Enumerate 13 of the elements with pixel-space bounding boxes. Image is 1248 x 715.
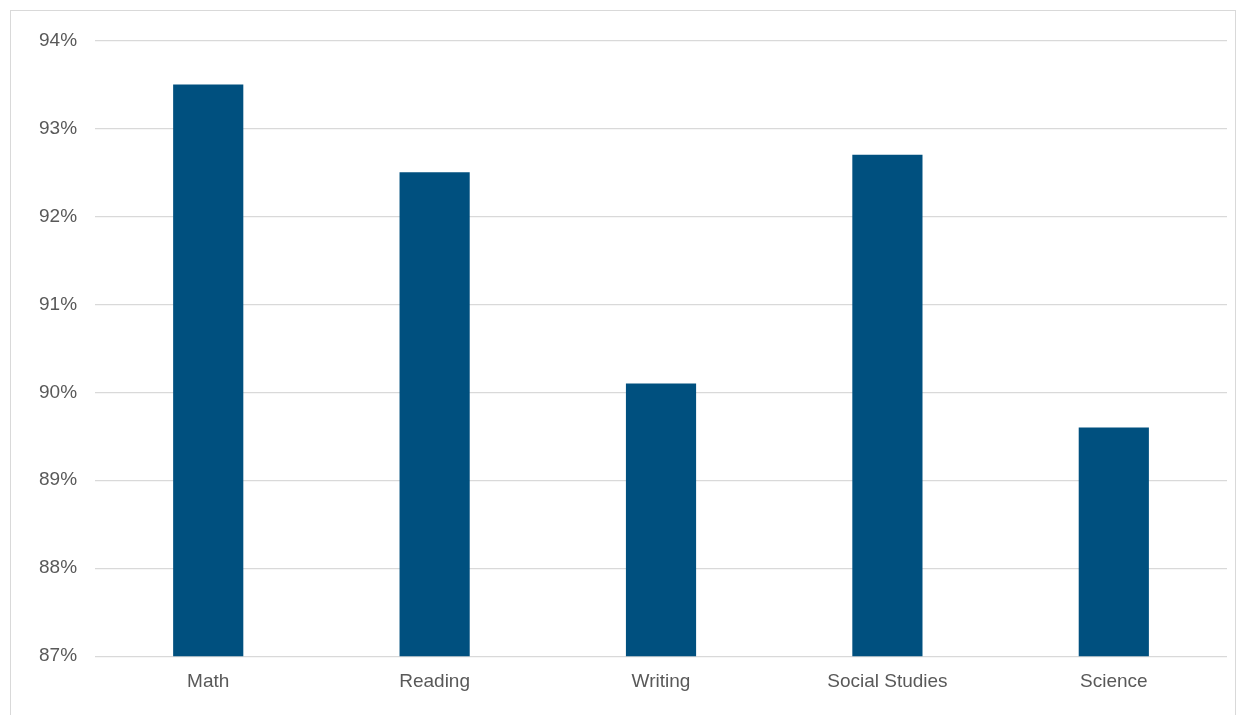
y-tick-label: 88% (39, 556, 78, 578)
y-tick-label: 94% (39, 28, 78, 50)
x-tick-label: Writing (631, 669, 691, 691)
y-tick-label: 87% (39, 644, 78, 666)
y-tick-label: 92% (39, 204, 78, 226)
x-tick-label: Reading (399, 669, 471, 691)
x-tick-label: Math (187, 669, 230, 691)
x-tick-label: Science (1080, 669, 1148, 691)
y-tick-label: 90% (39, 380, 78, 402)
y-tick-label: 91% (39, 292, 78, 314)
x-tick-label: Social Studies (827, 669, 948, 691)
y-tick-label: 93% (39, 116, 78, 138)
y-tick-label: 89% (39, 468, 78, 490)
